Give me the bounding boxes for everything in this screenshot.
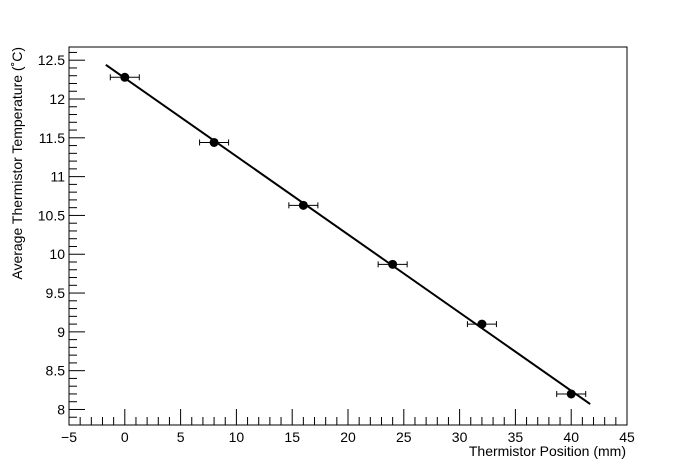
- x-axis-ticks: −5 0 5 10 15 20 25 30 35 40 45: [61, 409, 635, 445]
- y-tick-label: 10: [49, 246, 65, 262]
- data-point-group: [466, 319, 497, 329]
- x-tick-label: 35: [508, 429, 524, 445]
- data-point: [298, 200, 308, 210]
- y-tick-label: 12.5: [38, 52, 65, 68]
- x-tick-label: 30: [452, 429, 468, 445]
- y-tick-label: 8.5: [46, 363, 66, 379]
- x-tick-label: 45: [619, 429, 635, 445]
- data-point-group: [199, 137, 230, 147]
- x-tick-label: 5: [177, 429, 185, 445]
- y-tick-label: 9.5: [46, 285, 66, 301]
- x-tick-label: 20: [340, 429, 356, 445]
- data-points-layer: [109, 72, 587, 399]
- y-axis-title: Average Thermistor Temperature (˚C): [9, 47, 25, 280]
- fit-line: [105, 64, 591, 405]
- x-tick-label: 40: [563, 429, 579, 445]
- x-axis-title: Thermistor Position (mm): [469, 443, 626, 459]
- y-tick-label: 10.5: [38, 207, 65, 223]
- y-tick-label: 11: [50, 169, 65, 185]
- plot-frame: [68, 46, 628, 426]
- x-tick-label: 15: [284, 429, 300, 445]
- data-point: [477, 319, 487, 329]
- data-point-group: [288, 200, 319, 210]
- y-tick-label: 12: [49, 91, 65, 107]
- y-axis-ticks: 8 8.5 9 9.5 10 10.5 11 11.5 12 12.5: [38, 51, 85, 426]
- x-tick-label: 10: [229, 429, 245, 445]
- y-tick-label: 11.5: [39, 130, 65, 146]
- data-point: [120, 72, 130, 82]
- data-point: [388, 259, 398, 269]
- data-point: [566, 389, 576, 399]
- data-point-group: [109, 72, 140, 82]
- fit-line-layer: [105, 64, 591, 405]
- y-tick-label: 9: [57, 324, 65, 340]
- data-point-group: [556, 389, 587, 399]
- x-tick-label: −5: [61, 429, 77, 445]
- x-tick-label: 25: [396, 429, 412, 445]
- data-point-group: [377, 259, 408, 269]
- data-point: [209, 137, 219, 147]
- x-tick-label: 0: [121, 429, 129, 445]
- y-tick-label: 8: [57, 401, 65, 417]
